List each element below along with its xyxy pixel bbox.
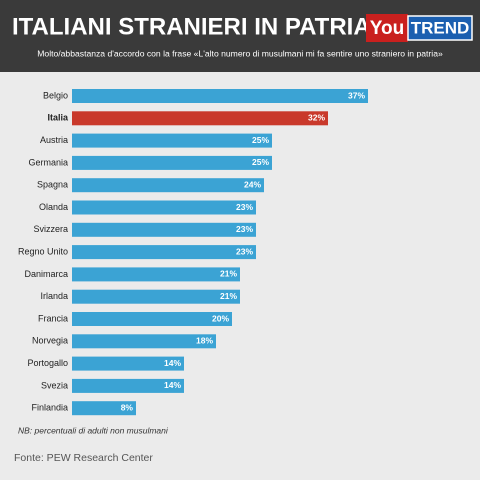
bar [72, 89, 368, 103]
value-label: 21% [220, 291, 237, 301]
bar [72, 289, 240, 304]
category-label: Finlandia [31, 403, 68, 413]
logo-trend: TREND [411, 18, 470, 37]
bar [72, 356, 184, 371]
value-label: 8% [121, 402, 134, 412]
chart-title: ITALIANI STRANIERI IN PATRIA? [12, 13, 385, 40]
logo-you: You [370, 18, 404, 39]
bar [72, 267, 240, 282]
category-label: Austria [40, 135, 68, 145]
bar [72, 111, 328, 126]
bar [72, 133, 272, 148]
category-label: Regno Unito [18, 246, 68, 256]
value-label: 14% [164, 380, 181, 390]
logo-trend-box [407, 15, 473, 41]
category-label: Svezia [41, 380, 68, 390]
value-label: 32% [308, 113, 325, 123]
value-label: 21% [220, 269, 237, 279]
value-label: 37% [348, 90, 365, 100]
category-label: Danimarca [24, 269, 68, 279]
category-label: Spagna [37, 180, 68, 190]
note: NB: percentuali di adulti non musulmani [18, 425, 169, 435]
bar [72, 312, 232, 326]
category-label: Svizzera [33, 224, 68, 234]
category-label: Norvegia [32, 336, 68, 346]
value-label: 25% [252, 135, 269, 145]
value-label: 23% [236, 224, 253, 234]
bar [72, 245, 256, 260]
bar [72, 334, 216, 349]
value-label: 25% [252, 157, 269, 167]
value-label: 23% [236, 246, 253, 256]
value-label: 20% [212, 313, 229, 323]
logo-you-box [366, 14, 408, 42]
category-label: Germania [28, 157, 68, 167]
category-label: Olanda [39, 202, 68, 212]
bar [72, 178, 264, 193]
category-label: Irlanda [40, 291, 68, 301]
value-label: 18% [196, 336, 213, 346]
bar [72, 401, 136, 416]
bar [72, 155, 272, 170]
bar [72, 378, 184, 393]
value-label: 24% [244, 179, 261, 189]
source: Fonte: PEW Research Center [14, 452, 153, 464]
bar [72, 222, 256, 237]
subtitle: Molto/abbastanza d'accordo con la frase … [37, 48, 443, 58]
category-label: Belgio [43, 90, 68, 100]
category-label: Francia [38, 313, 68, 323]
value-label: 23% [236, 202, 253, 212]
value-label: 14% [164, 358, 181, 368]
category-label: Italia [47, 113, 69, 123]
bar [72, 200, 256, 215]
category-label: Portogallo [27, 358, 68, 368]
